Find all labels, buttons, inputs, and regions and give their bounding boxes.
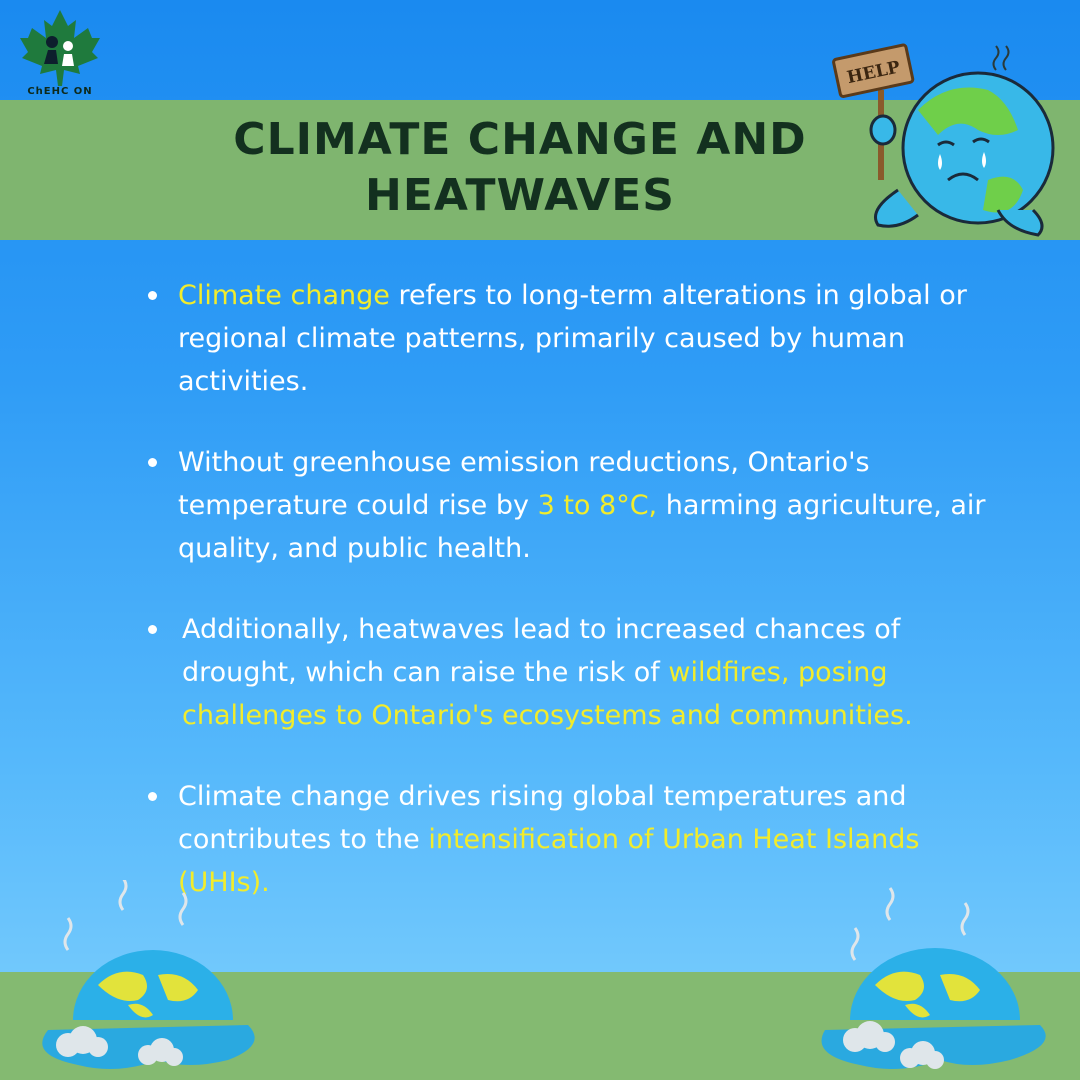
highlight-text: Climate change [178,280,390,311]
logo-text: ChEHC ON [27,86,93,97]
highlight-text: intensification of Urban Heat Islands (U… [178,824,920,898]
bullet-dot-icon [148,625,157,634]
bullet-urban-heat-islands: Climate change drives rising global temp… [140,775,1000,904]
melting-earth-icon [821,887,1046,1069]
highlight-text: wildfires, posing challenges to Ontario'… [182,657,913,731]
bullet-text: refers to long-term alterations in globa… [178,280,967,397]
bullet-climate-change: Climate change refers to long-term alter… [140,274,1000,403]
bullet-dot-icon [148,458,157,467]
maple-leaf-logo-icon [20,10,100,86]
bullet-list: Climate change refers to long-term alter… [140,274,1000,904]
crying-earth-help-sign-icon: HELP [832,43,1055,237]
highlight-text: 3 to 8°C, [537,490,658,521]
bullet-text: Additionally, heatwaves lead to increase… [182,614,901,688]
bullet-ontario-temperature: Without greenhouse emission reductions, … [140,441,1000,570]
bullet-text: Climate change drives rising global temp… [178,781,907,855]
logo: ChEHC ON [18,8,102,104]
page-title: CLIMATE CHANGE AND HEATWAVES [233,114,807,221]
bullet-heatwaves-drought: Additionally, heatwaves lead to increase… [140,608,1000,737]
bullet-dot-icon [148,792,157,801]
bullet-text: Without greenhouse emission reductions, … [178,447,870,521]
bullet-text: harming agriculture, air quality, and pu… [178,490,986,564]
bullet-dot-icon [148,291,157,300]
melting-earth-icon [42,880,255,1069]
